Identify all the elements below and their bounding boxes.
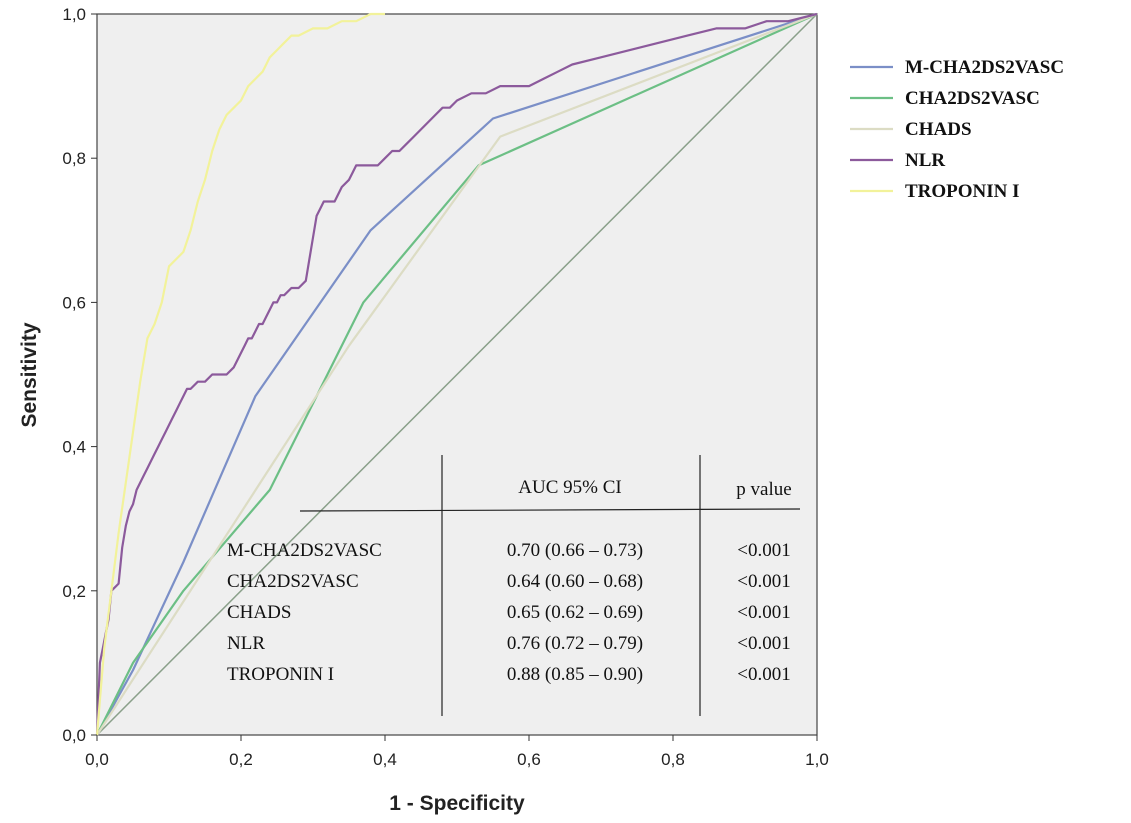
table-row-p: <0.001 xyxy=(737,664,790,685)
y-tick-label: 1,0 xyxy=(62,5,86,24)
legend-label-4: TROPONIN I xyxy=(905,181,1020,202)
table-row-auc: 0.65 (0.62 – 0.69) xyxy=(507,602,643,623)
table-row-auc: 0.76 (0.72 – 0.79) xyxy=(507,633,643,654)
series-line-4 xyxy=(95,12,385,736)
table-row-label: NLR xyxy=(227,633,265,654)
legend-label-0: M-CHA2DS2VASC xyxy=(905,57,1064,78)
y-tick-label: 0,4 xyxy=(62,438,86,457)
y-axis-title: Sensitivity xyxy=(18,322,41,427)
x-tick-label: 0,0 xyxy=(85,750,109,769)
table-row-p: <0.001 xyxy=(737,633,790,654)
x-tick-label: 1,0 xyxy=(805,750,829,769)
series-line-3 xyxy=(95,12,818,736)
x-tick-label: 0,6 xyxy=(517,750,541,769)
series-lines xyxy=(95,12,818,736)
y-tick-label: 0,8 xyxy=(62,149,86,168)
table-row-p: <0.001 xyxy=(737,571,790,592)
axis-ticks: 0,0 0,2 0,4 0,6 0,8 1,0 0,0 0,2 0,4 0,6 0,8 1,0 xyxy=(62,5,828,769)
reference-diagonal xyxy=(96,13,818,736)
series-line-0 xyxy=(96,12,818,736)
x-tick-label: 0,4 xyxy=(373,750,397,769)
table-header-p: p value xyxy=(736,479,791,500)
table-row-label: CHADS xyxy=(227,602,291,623)
table-row-label: M-CHA2DS2VASC xyxy=(227,540,382,561)
table-row-auc: 0.64 (0.60 – 0.68) xyxy=(507,571,643,592)
table-row-auc: 0.70 (0.66 – 0.73) xyxy=(507,540,643,561)
y-tick-label: 0,6 xyxy=(62,293,86,312)
table-row-p: <0.001 xyxy=(737,540,790,561)
x-tick-label: 0,8 xyxy=(661,750,685,769)
series-line-2 xyxy=(96,12,818,736)
legend-label-3: NLR xyxy=(905,150,945,171)
legend-label-1: CHA2DS2VASC xyxy=(905,88,1040,109)
y-tick-label: 0,0 xyxy=(62,726,86,745)
legend-label-2: CHADS xyxy=(905,119,972,140)
table-row-auc: 0.88 (0.85 – 0.90) xyxy=(507,664,643,685)
x-tick-label: 0,2 xyxy=(229,750,253,769)
legend: M-CHA2DS2VASC CHA2DS2VASC CHADS NLR TROPONIN… xyxy=(850,57,1064,202)
table-header-auc: AUC 95% CI xyxy=(518,477,621,498)
table-row-label: CHA2DS2VASC xyxy=(227,571,359,592)
auc-table: AUC 95% CI p value M-CHA2DS2VASC 0.70 (0.66… xyxy=(227,455,801,716)
table-row-p: <0.001 xyxy=(737,602,790,623)
table-header-rule xyxy=(299,508,801,512)
x-axis-title: 1 - Specificity xyxy=(389,792,525,815)
table-row-label: TROPONIN I xyxy=(227,664,334,685)
y-tick-label: 0,2 xyxy=(62,582,86,601)
